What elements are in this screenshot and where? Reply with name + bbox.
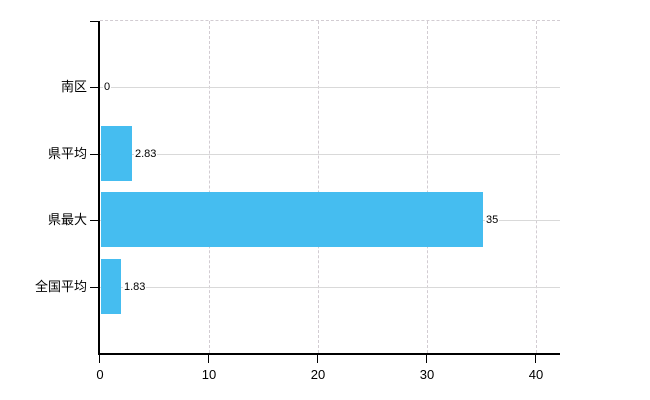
y-axis-tick [90, 220, 98, 221]
value-label: 1.83 [123, 280, 147, 294]
y-axis-tick [90, 154, 98, 155]
x-axis-tick [208, 355, 209, 363]
x-tick-label: 40 [528, 367, 544, 382]
x-tick-label: 10 [201, 367, 217, 382]
plot-top-border [100, 20, 560, 21]
y-axis-line [98, 21, 100, 355]
value-label: 0 [103, 80, 112, 94]
x-tick-label: 0 [96, 367, 104, 382]
x-axis-tick [317, 355, 318, 363]
gridline-vertical [427, 21, 428, 353]
gridline-horizontal [100, 154, 560, 155]
x-axis-line [98, 353, 560, 355]
category-label: 県最大 [47, 212, 87, 227]
gridline-vertical [209, 21, 210, 353]
value-label: 35 [485, 213, 500, 227]
category-label: 南区 [60, 79, 87, 94]
y-axis-tick [90, 87, 98, 88]
x-tick-label: 20 [310, 367, 326, 382]
x-axis-tick [535, 355, 536, 363]
bar [101, 192, 483, 247]
x-axis-tick [99, 355, 100, 363]
category-label: 全国平均 [34, 279, 87, 294]
gridline-horizontal [100, 87, 560, 88]
y-axis-tick [90, 21, 98, 22]
x-axis-tick [426, 355, 427, 363]
gridline-horizontal [100, 287, 560, 288]
bar [101, 126, 132, 181]
gridline-vertical [536, 21, 537, 353]
bar [101, 259, 121, 314]
gridline-vertical [318, 21, 319, 353]
value-label: 2.83 [134, 147, 158, 161]
category-label: 県平均 [47, 146, 87, 161]
y-axis-tick [90, 287, 98, 288]
x-tick-label: 30 [419, 367, 435, 382]
